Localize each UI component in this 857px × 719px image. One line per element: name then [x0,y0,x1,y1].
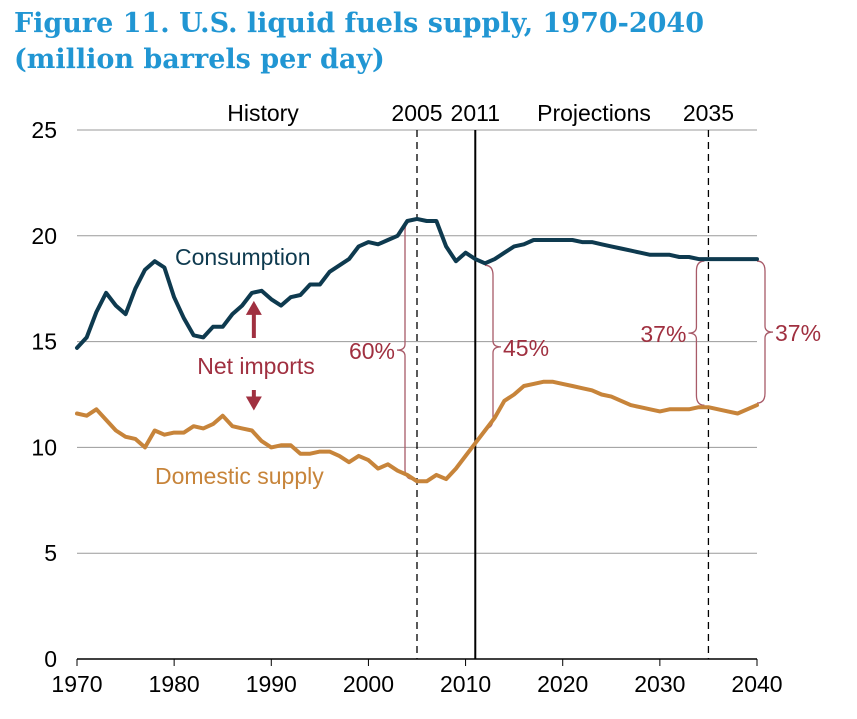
share-label-2012: 45% [503,335,549,361]
reference-lines [416,130,710,659]
domestic-supply-label: Domestic supply [155,463,324,489]
reference-label-2011: 2011 [451,100,500,126]
axes: 0 5 10 15 20 25 1970 1980 1990 2000 2010 2020 2030 20… [31,117,782,697]
share-bracket-2035 [688,260,705,406]
series-line-domestic-supply [75,379,759,484]
x-tick-label: 2010 [440,671,491,697]
figure-title-line2: (million barrels per day) [14,44,385,75]
share-bracket-2040 [756,260,774,404]
figure-title-line1: Figure 11. U.S. liquid fuels supply, 197… [14,8,705,39]
data-series [75,216,759,484]
share-label-2040: 37% [775,320,821,346]
y-tick-label: 15 [31,329,57,355]
reference-label-2005: 2005 [391,100,442,126]
y-tick-label: 10 [31,434,57,460]
y-tick-label: 20 [31,223,57,249]
x-tick-label: 2030 [634,671,685,697]
net-imports-arrowhead-up [245,300,262,315]
series-line-consumption [75,216,759,350]
net-imports-label: Net imports [197,353,315,379]
share-bracket-2012 [484,264,502,430]
share-label-2035: 37% [640,321,686,347]
chart-labels: 2005 2011 2035 History Projections Consumptio… [155,100,821,489]
projections-label: Projections [537,100,651,126]
reference-label-2035: 2035 [683,100,734,126]
history-label: History [227,100,299,126]
x-tick-label: 2000 [343,671,394,697]
x-tick-label: 1980 [149,671,200,697]
x-tick-label: 1970 [51,671,102,697]
share-bracket-2005 [396,220,414,480]
x-tick-label: 2040 [731,671,782,697]
y-tick-label: 25 [31,117,57,143]
figure-title: Figure 11. U.S. liquid fuels supply, 197… [14,6,844,78]
y-tick-label: 5 [44,540,57,566]
share-label-2005: 60% [349,338,395,364]
x-tick-label: 2020 [537,671,588,697]
x-tick-label: 1990 [246,671,297,697]
consumption-label: Consumption [175,244,311,270]
y-tick-label: 0 [44,646,57,672]
net-imports-arrowhead-down [245,396,262,411]
